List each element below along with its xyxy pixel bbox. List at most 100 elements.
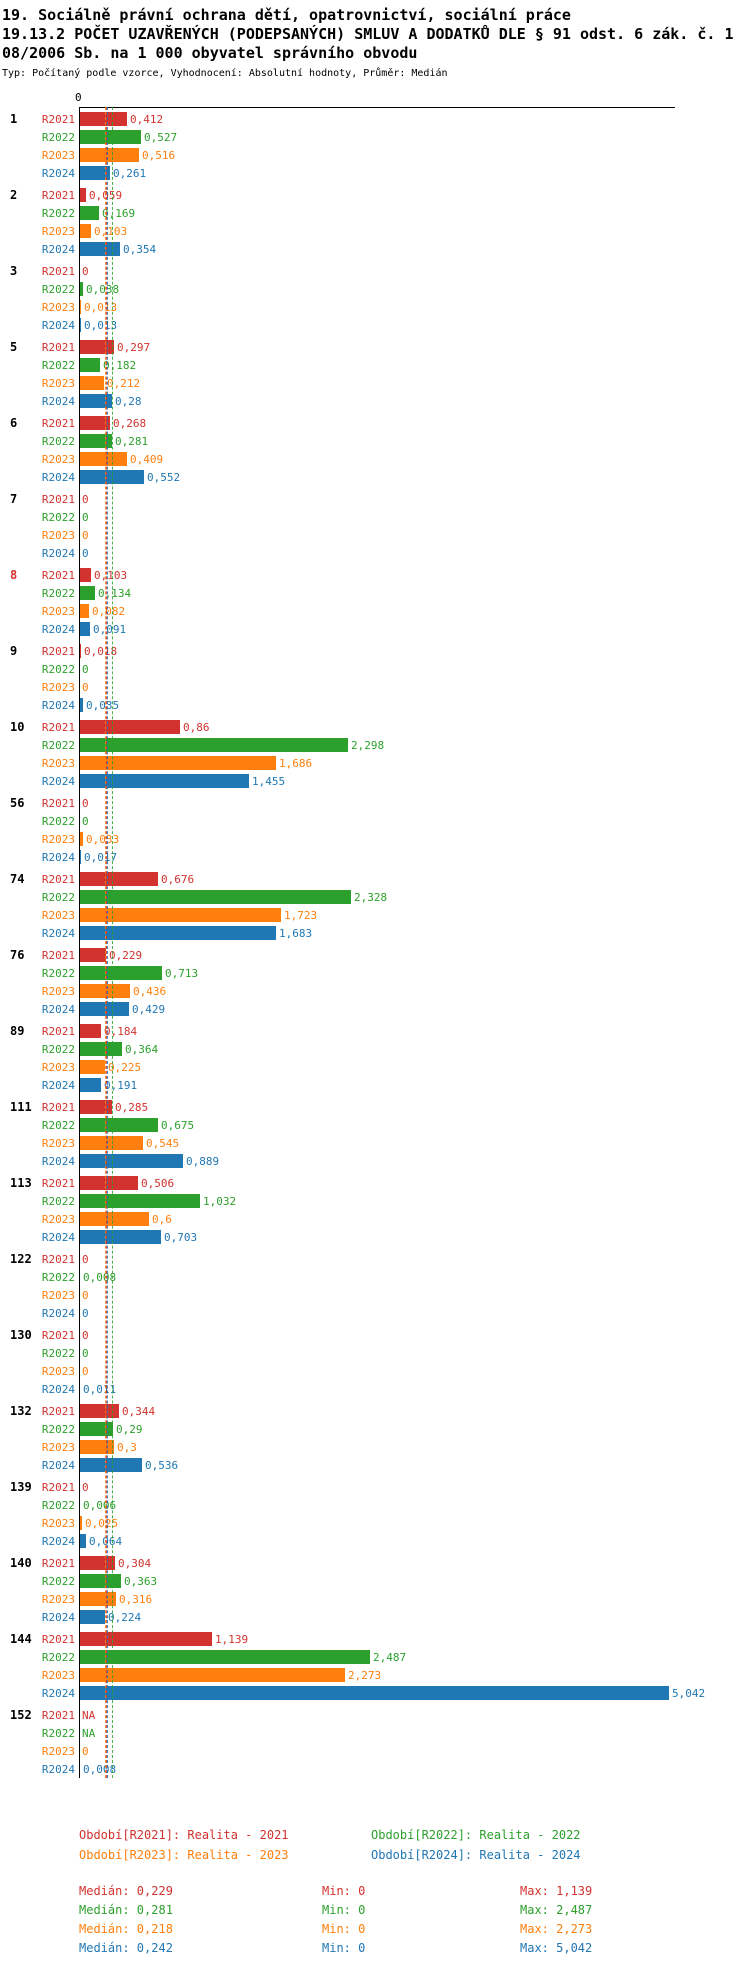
bar-row: R2023 0,013 — [0, 298, 750, 316]
bar-r2023-111 — [79, 1136, 143, 1150]
bar-area: 0,008 — [79, 1760, 750, 1778]
bar-row: R2024 1,683 — [0, 924, 750, 942]
series-label: R2021 — [41, 340, 75, 354]
bar-area: 0,354 — [79, 240, 750, 258]
bar-row: R2024 0,354 — [0, 240, 750, 258]
bar-r2021-89 — [79, 1024, 101, 1038]
bar-r2021-76 — [79, 948, 106, 962]
bar-area: 0,713 — [79, 964, 750, 982]
bar-r2024-5 — [79, 394, 112, 408]
series-label: R2023 — [41, 1744, 75, 1758]
stat-min-r2023: Min: 0 — [322, 1922, 366, 1936]
bar-area: 0,225 — [79, 1058, 750, 1076]
value-label: 0,281 — [115, 434, 149, 448]
bar-r2021-9 — [79, 644, 81, 658]
bar-area: 0,364 — [79, 1040, 750, 1058]
series-label: R2023 — [41, 1212, 75, 1226]
bar-row: R2022 0,527 — [0, 128, 750, 146]
x-axis-line — [79, 107, 675, 108]
category-label: 7 — [10, 492, 18, 506]
bar-r2021-111 — [79, 1100, 112, 1114]
value-label: 0 — [82, 1306, 89, 1320]
bar-area: 0,429 — [79, 1000, 750, 1018]
category-label: 132 — [10, 1404, 32, 1418]
bar-r2022-3 — [79, 282, 83, 296]
series-label: R2023 — [41, 756, 75, 770]
x-axis-zero-label: 0 — [75, 91, 82, 104]
bar-row: 7 R2021 0 — [0, 490, 750, 508]
bar-row: R2023 0,545 — [0, 1134, 750, 1152]
value-label: 0,018 — [84, 644, 118, 658]
bar-area: 0,212 — [79, 374, 750, 392]
value-label: 0,038 — [86, 282, 120, 296]
bar-row: R2023 1,723 — [0, 906, 750, 924]
bar-area: 1,032 — [79, 1192, 750, 1210]
bar-row: R2022 0 — [0, 508, 750, 526]
report-title: 19. Sociálně právní ochrana dětí, opatro… — [2, 6, 571, 24]
stat-max-r2022: Max: 2,487 — [520, 1903, 593, 1917]
value-label: 0 — [82, 662, 89, 676]
series-label: R2022 — [41, 282, 75, 296]
series-label: R2023 — [41, 1440, 75, 1454]
bar-area: 0,3 — [79, 1438, 750, 1456]
bar-r2022-140 — [79, 1574, 121, 1588]
bar-r2022-111 — [79, 1118, 158, 1132]
bar-area: 0 — [79, 1250, 750, 1268]
y-axis-line — [79, 107, 80, 1778]
value-label: 0 — [82, 546, 89, 560]
value-label: 0,545 — [146, 1136, 180, 1150]
bar-row: 74 R2021 0,676 — [0, 870, 750, 888]
series-label: R2021 — [41, 492, 75, 506]
bar-row: R2022 0,363 — [0, 1572, 750, 1590]
value-label: 0,304 — [118, 1556, 152, 1570]
series-label: R2022 — [41, 206, 75, 220]
category-label: 140 — [10, 1556, 32, 1570]
bar-r2023-8 — [79, 604, 89, 618]
bar-r2024-132 — [79, 1458, 142, 1472]
bar-area: 0,082 — [79, 602, 750, 620]
bar-area: 1,683 — [79, 924, 750, 942]
bar-r2022-8 — [79, 586, 95, 600]
legend-row: Období[R2021]: Realita - 2021 Období[R202… — [0, 1828, 750, 1848]
bar-area: 0,409 — [79, 450, 750, 468]
value-label: 0,527 — [144, 130, 178, 144]
bar-r2023-56 — [79, 832, 83, 846]
series-label: R2021 — [41, 188, 75, 202]
bar-row: R2023 0,225 — [0, 1058, 750, 1076]
value-label: 0,013 — [84, 318, 118, 332]
series-label: R2022 — [41, 434, 75, 448]
value-label: 0 — [82, 1328, 89, 1342]
bar-r2023-1 — [79, 148, 139, 162]
series-label: R2024 — [41, 1610, 75, 1624]
series-label: R2021 — [41, 1328, 75, 1342]
value-label: 0,364 — [125, 1042, 159, 1056]
bar-row: R2023 1,686 — [0, 754, 750, 772]
bar-r2021-5 — [79, 340, 114, 354]
value-label: 0,3 — [117, 1440, 137, 1454]
category-group-113: 113 R2021 0,506 R2022 1,032 R2023 0,6 R2024 0,70… — [0, 1174, 750, 1246]
legend: Období[R2021]: Realita - 2021 Období[R202… — [0, 1828, 750, 1868]
bar-area: 0 — [79, 678, 750, 696]
series-label: R2024 — [41, 1306, 75, 1320]
legend-item-r2023: Období[R2023]: Realita - 2023 — [79, 1848, 289, 1862]
bar-r2023-144 — [79, 1668, 345, 1682]
bar-area: 0,011 — [79, 1380, 750, 1398]
bar-r2024-113 — [79, 1230, 161, 1244]
value-label: 0,429 — [132, 1002, 166, 1016]
series-label: R2022 — [41, 1270, 75, 1284]
bar-area: 0 — [79, 794, 750, 812]
value-label: 0,082 — [92, 604, 126, 618]
value-label: 0 — [82, 1288, 89, 1302]
bar-r2023-76 — [79, 984, 130, 998]
bar-area: 0 — [79, 1742, 750, 1760]
bar-row: R2024 0 — [0, 544, 750, 562]
category-label: 2 — [10, 188, 18, 202]
bar-row: 139 R2021 0 — [0, 1478, 750, 1496]
bar-row: R2023 0,436 — [0, 982, 750, 1000]
bar-r2024-89 — [79, 1078, 101, 1092]
value-label: NA — [82, 1708, 96, 1722]
value-label: 1,032 — [203, 1194, 237, 1208]
bar-area: 0,268 — [79, 414, 750, 432]
bar-area: 0,316 — [79, 1590, 750, 1608]
bar-r2024-3 — [79, 318, 81, 332]
